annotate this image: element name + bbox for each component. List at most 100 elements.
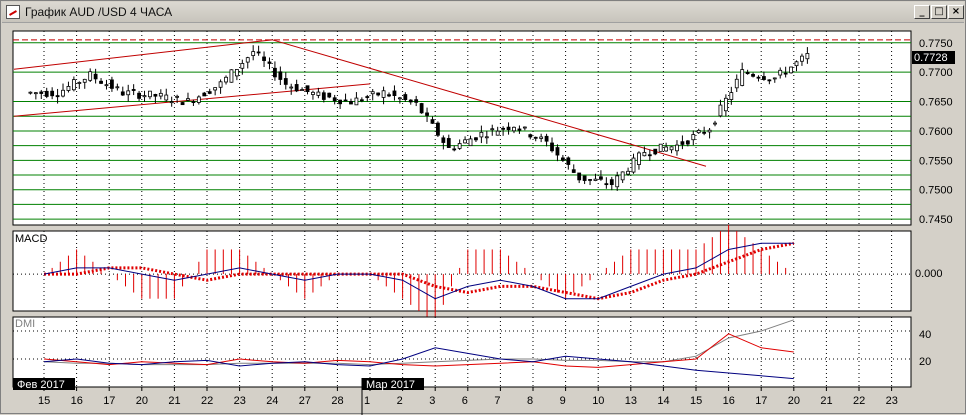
price-grid — [13, 31, 911, 225]
candle-down — [609, 179, 614, 186]
candle-up — [169, 101, 174, 104]
price-panel-bg — [12, 30, 912, 226]
candle-down — [338, 99, 343, 105]
candle-down — [207, 91, 212, 94]
candle-down — [517, 128, 522, 131]
candle-down — [560, 157, 565, 161]
candle-down — [430, 119, 435, 124]
candle-up — [316, 91, 321, 96]
candle-up — [642, 152, 647, 157]
candle-down — [544, 135, 549, 142]
month-label-box — [13, 378, 75, 390]
dmi-tick-20: 20 — [919, 356, 931, 368]
candle-up — [615, 175, 620, 188]
candle-down — [783, 72, 788, 75]
candle-down — [604, 183, 609, 186]
candle-up — [479, 131, 484, 138]
candle-up — [484, 136, 489, 139]
candle-up — [675, 144, 679, 152]
candle-up — [620, 171, 625, 181]
candle-up — [354, 97, 359, 106]
candle-down — [278, 71, 283, 80]
price-tick-label: 0.7600 — [919, 126, 953, 138]
candle-down — [647, 154, 652, 157]
candle-up — [495, 130, 500, 136]
time-tick-label: 15 — [38, 395, 50, 407]
time-tick-label: 22 — [201, 395, 213, 407]
price-panel: 0.7750 0.7700 0.7650 0.7600 0.7550 0.7500 0.74… — [12, 30, 955, 226]
candle-up — [457, 143, 462, 149]
candle-up — [300, 89, 304, 91]
candle-down — [110, 79, 114, 89]
time-tick-label: 20 — [136, 395, 148, 407]
candle-down — [273, 67, 277, 78]
candle-down — [376, 92, 381, 96]
time-tick-label: 17 — [103, 395, 115, 407]
candle-down — [566, 157, 571, 165]
candle-down — [582, 175, 587, 181]
macd-title: MACD — [15, 233, 47, 245]
candle-down — [685, 140, 690, 145]
candle-down — [55, 95, 60, 98]
candle-up — [397, 97, 402, 100]
month-label-box — [362, 378, 424, 390]
candle-up — [126, 90, 131, 96]
candle-down — [321, 92, 326, 100]
candle-down — [506, 126, 511, 131]
candle-down — [414, 99, 419, 103]
candle-down — [39, 91, 44, 94]
time-tick-label: 16 — [723, 395, 735, 407]
candle-down — [408, 99, 413, 103]
candle-down — [403, 94, 408, 101]
dmi-title: DMI — [15, 318, 35, 330]
candle-down — [577, 172, 582, 181]
candle-down — [452, 148, 457, 151]
candle-down — [474, 137, 478, 141]
candle-up — [669, 146, 674, 151]
close-button[interactable]: × — [948, 5, 964, 19]
candle-down — [436, 122, 440, 136]
candle-up — [370, 91, 375, 95]
down-trendline — [272, 39, 707, 167]
price-tick-label: 0.7550 — [919, 155, 953, 167]
time-tick-label: 17 — [755, 395, 767, 407]
candlesticks — [28, 45, 810, 191]
candle-down — [99, 80, 103, 84]
candle-up — [805, 53, 810, 60]
candle-up — [718, 104, 723, 117]
time-tick-label: 21 — [820, 395, 832, 407]
candle-down — [349, 101, 353, 105]
minimize-button[interactable]: _ — [914, 5, 930, 19]
candle-down — [745, 72, 750, 75]
candle-up — [218, 81, 223, 88]
price-tick-label: 0.7450 — [919, 214, 953, 226]
macd-panel: MACD 0.000 — [12, 224, 943, 324]
candle-up — [658, 143, 663, 152]
candle-up — [381, 90, 386, 98]
candle-up — [77, 82, 82, 84]
candle-up — [311, 91, 315, 95]
candle-up — [696, 130, 701, 134]
candle-down — [93, 73, 98, 80]
candle-up — [104, 84, 109, 87]
candle-up — [468, 138, 473, 147]
candle-down — [283, 78, 288, 85]
candle-down — [137, 92, 141, 99]
candle-down — [446, 138, 451, 148]
candle-up — [522, 126, 527, 129]
time-tick-label: 14 — [657, 395, 669, 407]
time-tick-label: 2 — [397, 395, 403, 407]
maximize-button[interactable]: □ — [931, 5, 947, 19]
title-bar[interactable]: График AUD /USD 4 ЧАСА _ □ × — [2, 2, 964, 23]
price-tick-label: 0.7750 — [919, 38, 953, 50]
time-tick-label: 1 — [364, 395, 370, 407]
month-labels: Фев 2017 Мар 2017 — [13, 378, 424, 415]
candle-up — [789, 66, 793, 74]
candle-down — [555, 147, 560, 156]
candle-up — [213, 87, 218, 91]
minus-di-line — [43, 347, 794, 380]
candle-up — [148, 90, 152, 98]
candle-up — [740, 69, 745, 86]
time-axis: 15 16 17 20 21 22 23 24 27 28 1 2 3 6 7 8 9 10 13 14 15 16 17 2… — [38, 387, 898, 407]
